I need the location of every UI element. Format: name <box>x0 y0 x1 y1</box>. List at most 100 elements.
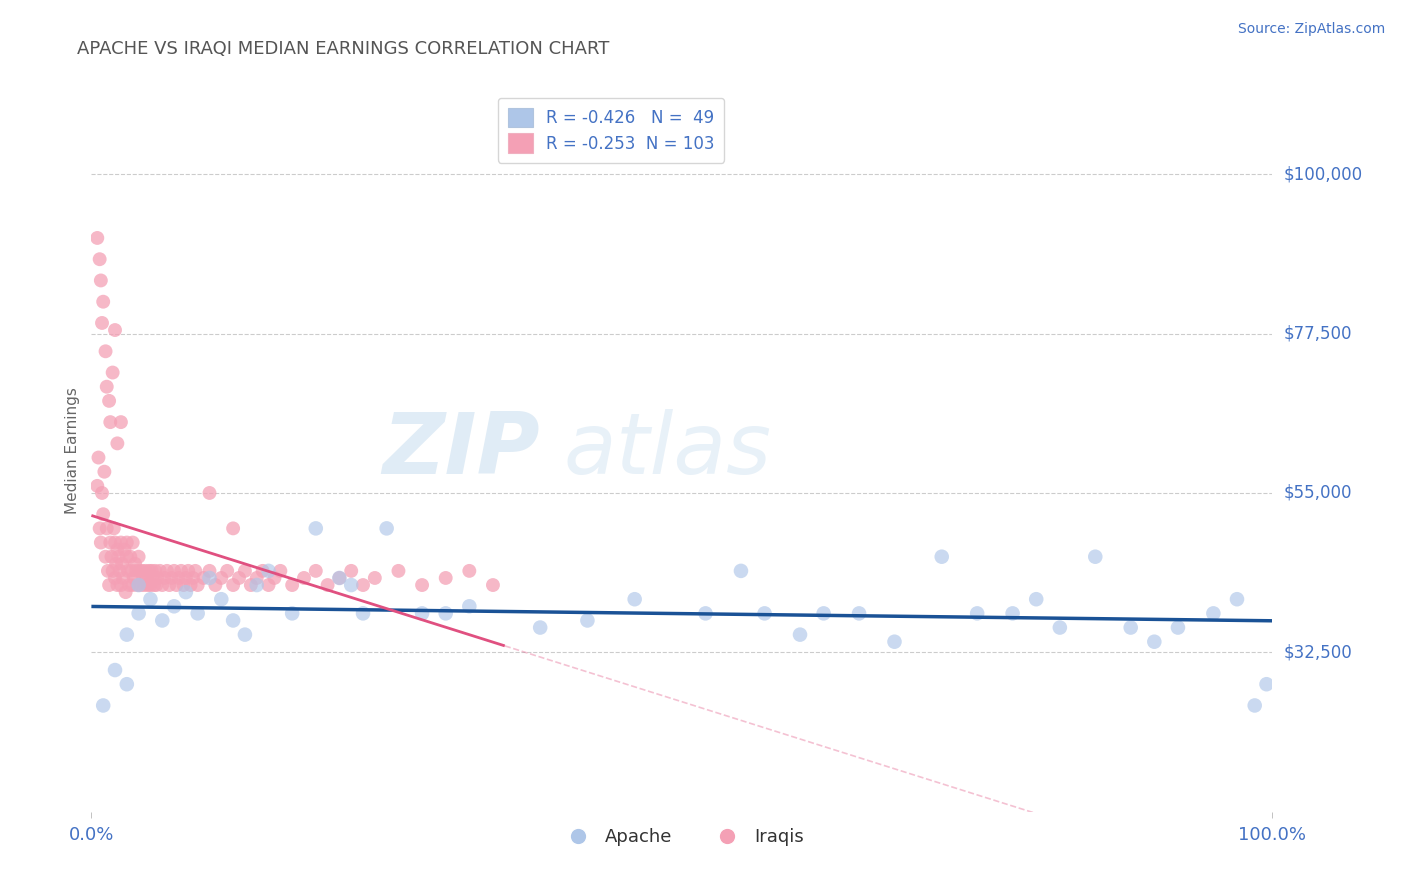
Point <box>281 607 304 621</box>
Point <box>96 521 118 535</box>
Point <box>883 634 905 648</box>
Point <box>138 564 160 578</box>
Point <box>198 571 221 585</box>
Point <box>110 535 132 549</box>
Point <box>104 663 127 677</box>
Point <box>576 614 599 628</box>
Point <box>217 564 239 578</box>
Point <box>98 535 121 549</box>
Point <box>141 564 163 578</box>
Point <box>328 571 350 585</box>
Point <box>112 571 135 585</box>
Point <box>108 564 131 578</box>
Point <box>149 564 172 578</box>
Point <box>160 571 183 585</box>
Point <box>98 578 121 592</box>
Point <box>110 415 132 429</box>
Point <box>86 479 108 493</box>
Point <box>170 564 193 578</box>
Point <box>86 231 108 245</box>
Point <box>93 465 115 479</box>
Point <box>91 698 114 713</box>
Point <box>181 571 204 585</box>
Point <box>252 564 274 578</box>
Point <box>184 564 207 578</box>
Point <box>145 578 167 592</box>
Point <box>222 614 245 628</box>
Point <box>89 252 111 267</box>
Point <box>263 571 285 585</box>
Point <box>1256 677 1278 691</box>
Point <box>198 486 221 500</box>
Point <box>352 578 374 592</box>
Point <box>115 549 138 564</box>
Point <box>163 564 186 578</box>
Point <box>1143 634 1166 648</box>
Point <box>340 578 363 592</box>
Point <box>163 599 186 614</box>
Point <box>135 571 157 585</box>
Point <box>128 607 150 621</box>
Point <box>482 578 505 592</box>
Point <box>434 571 457 585</box>
Point <box>257 564 280 578</box>
Point <box>1226 592 1249 607</box>
Point <box>340 564 363 578</box>
Point <box>103 521 125 535</box>
Point <box>101 366 124 380</box>
Point <box>174 585 197 599</box>
Point <box>222 521 245 535</box>
Point <box>156 564 179 578</box>
Point <box>105 436 128 450</box>
Point <box>281 578 304 592</box>
Point <box>167 571 190 585</box>
Point <box>173 578 195 592</box>
Text: Source: ZipAtlas.com: Source: ZipAtlas.com <box>1237 22 1385 37</box>
Point <box>110 578 132 592</box>
Text: $100,000: $100,000 <box>1284 165 1362 183</box>
Point <box>90 273 112 287</box>
Point <box>695 607 717 621</box>
Point <box>328 571 350 585</box>
Point <box>174 571 197 585</box>
Legend: Apache, Iraqis: Apache, Iraqis <box>553 821 811 854</box>
Point <box>730 564 752 578</box>
Point <box>114 542 136 557</box>
Point <box>104 323 127 337</box>
Point <box>101 564 124 578</box>
Point <box>233 627 256 641</box>
Text: $55,000: $55,000 <box>1284 484 1353 502</box>
Point <box>104 535 127 549</box>
Point <box>124 557 146 571</box>
Point <box>96 380 118 394</box>
Point <box>115 627 138 641</box>
Point <box>209 571 232 585</box>
Point <box>122 571 145 585</box>
Point <box>789 627 811 641</box>
Point <box>87 450 110 465</box>
Point <box>100 549 122 564</box>
Point <box>375 521 398 535</box>
Text: ZIP: ZIP <box>382 409 540 492</box>
Point <box>105 557 128 571</box>
Point <box>91 486 114 500</box>
Point <box>1167 621 1189 635</box>
Point <box>1243 698 1265 713</box>
Point <box>139 578 162 592</box>
Point <box>129 578 152 592</box>
Point <box>105 578 128 592</box>
Point <box>143 564 166 578</box>
Point <box>931 549 953 564</box>
Point <box>146 571 169 585</box>
Point <box>187 607 209 621</box>
Point <box>115 677 138 691</box>
Point <box>91 294 114 309</box>
Point <box>91 316 114 330</box>
Point <box>1049 621 1071 635</box>
Point <box>104 571 127 585</box>
Point <box>150 614 173 628</box>
Point <box>150 578 173 592</box>
Point <box>458 564 481 578</box>
Point <box>111 557 134 571</box>
Point <box>233 564 256 578</box>
